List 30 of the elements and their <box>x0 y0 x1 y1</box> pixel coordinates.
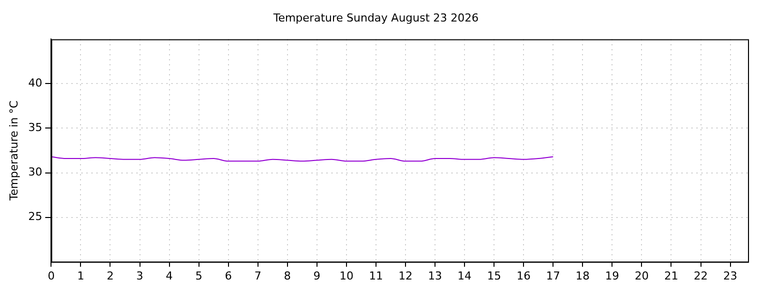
x-tick-label: 17 <box>546 269 560 282</box>
x-tick-label: 22 <box>694 269 708 282</box>
y-axis-title: Temperature in °C <box>7 100 20 202</box>
y-tick-label: 40 <box>28 76 42 90</box>
x-tick-label: 7 <box>254 269 262 282</box>
x-tick-label: 2 <box>106 269 114 282</box>
x-tick-label: 4 <box>166 269 173 282</box>
x-tick-label: 0 <box>48 269 55 282</box>
x-tick-label: 16 <box>516 269 531 282</box>
x-tick-label: 15 <box>487 269 502 282</box>
x-tick-label: 6 <box>224 269 232 282</box>
y-tick-label: 30 <box>28 166 42 179</box>
chart-title: Temperature Sunday August 23 2026 <box>272 11 479 24</box>
x-tick-label: 20 <box>634 269 649 282</box>
x-tick-label: 1 <box>77 269 84 282</box>
x-tick-label: 12 <box>398 269 413 282</box>
x-tick-label: 13 <box>428 269 442 282</box>
x-tick-label: 10 <box>339 269 354 282</box>
x-tick-label: 19 <box>605 269 620 282</box>
x-tick-label: 5 <box>195 269 202 282</box>
x-tick-label: 23 <box>723 269 738 282</box>
x-tick-label: 18 <box>576 269 590 282</box>
x-tick-label: 14 <box>458 269 472 282</box>
x-tick-label: 3 <box>136 269 144 282</box>
x-tick-label: 11 <box>368 269 383 282</box>
y-tick-label: 35 <box>28 121 42 134</box>
x-tick-label: 21 <box>664 269 678 282</box>
x-tick-label: 8 <box>284 269 291 282</box>
x-tick-label: 9 <box>313 269 320 282</box>
y-tick-label: 25 <box>28 210 42 224</box>
